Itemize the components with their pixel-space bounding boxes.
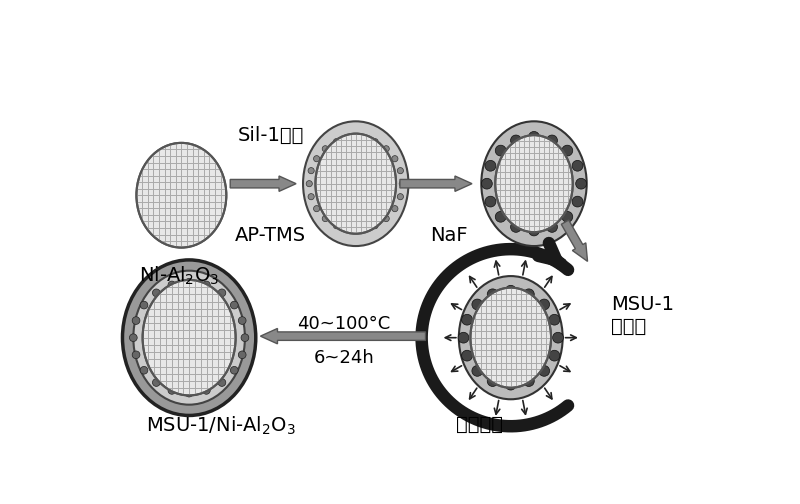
Circle shape xyxy=(398,168,403,174)
Text: Sil-1晶种: Sil-1晶种 xyxy=(238,126,304,145)
Circle shape xyxy=(314,206,320,212)
Circle shape xyxy=(202,387,210,394)
Text: Ni-Al$_2$O$_3$: Ni-Al$_2$O$_3$ xyxy=(138,265,219,287)
Circle shape xyxy=(506,379,516,390)
Circle shape xyxy=(562,211,573,222)
Ellipse shape xyxy=(470,288,551,388)
Circle shape xyxy=(538,299,550,310)
FancyArrow shape xyxy=(261,329,426,344)
Circle shape xyxy=(230,301,238,309)
Circle shape xyxy=(495,211,506,222)
Circle shape xyxy=(230,366,238,374)
Text: 6~24h: 6~24h xyxy=(314,349,374,367)
Circle shape xyxy=(495,145,506,156)
Circle shape xyxy=(472,365,482,376)
Circle shape xyxy=(359,135,366,141)
FancyArrow shape xyxy=(562,220,587,262)
Circle shape xyxy=(372,223,378,229)
Text: 旋转合成: 旋转合成 xyxy=(456,415,503,433)
Circle shape xyxy=(218,379,226,387)
Ellipse shape xyxy=(459,276,562,399)
Circle shape xyxy=(140,301,148,309)
Circle shape xyxy=(168,281,176,289)
Circle shape xyxy=(238,351,246,359)
Circle shape xyxy=(372,139,378,145)
Circle shape xyxy=(346,226,352,232)
Ellipse shape xyxy=(303,121,409,246)
Circle shape xyxy=(153,289,160,297)
Circle shape xyxy=(538,365,550,376)
Text: AP-TMS: AP-TMS xyxy=(235,226,306,245)
Circle shape xyxy=(132,351,140,359)
Circle shape xyxy=(153,379,160,387)
Circle shape xyxy=(529,225,539,236)
Ellipse shape xyxy=(142,280,236,396)
FancyArrow shape xyxy=(400,176,472,192)
Circle shape xyxy=(334,223,339,229)
Circle shape xyxy=(238,317,246,325)
Circle shape xyxy=(399,180,406,187)
Circle shape xyxy=(392,156,398,162)
Circle shape xyxy=(383,216,390,222)
Circle shape xyxy=(458,332,469,343)
Circle shape xyxy=(462,314,473,325)
Circle shape xyxy=(487,289,498,300)
Circle shape xyxy=(462,350,473,361)
Circle shape xyxy=(392,206,398,212)
Ellipse shape xyxy=(122,260,256,415)
Ellipse shape xyxy=(134,271,245,405)
Circle shape xyxy=(485,196,496,207)
Circle shape xyxy=(549,314,560,325)
Ellipse shape xyxy=(495,135,573,232)
Circle shape xyxy=(306,180,312,187)
Circle shape xyxy=(202,281,210,289)
Circle shape xyxy=(572,196,583,207)
Circle shape xyxy=(140,366,148,374)
Circle shape xyxy=(186,389,193,397)
Circle shape xyxy=(186,278,193,286)
Circle shape xyxy=(168,387,176,394)
Circle shape xyxy=(546,135,558,146)
Circle shape xyxy=(549,350,560,361)
Circle shape xyxy=(482,178,492,189)
Circle shape xyxy=(546,222,558,232)
Text: NaF: NaF xyxy=(430,226,467,245)
Circle shape xyxy=(562,145,573,156)
Circle shape xyxy=(322,146,328,152)
Text: MSU-1
合成液: MSU-1 合成液 xyxy=(611,295,674,336)
Circle shape xyxy=(523,289,534,300)
Circle shape xyxy=(398,194,403,200)
Circle shape xyxy=(487,375,498,387)
Circle shape xyxy=(334,139,339,145)
Circle shape xyxy=(529,132,539,142)
Circle shape xyxy=(359,226,366,232)
Text: MSU-1/Ni-Al$_2$O$_3$: MSU-1/Ni-Al$_2$O$_3$ xyxy=(146,415,296,437)
Circle shape xyxy=(132,317,140,325)
Circle shape xyxy=(346,135,352,141)
Circle shape xyxy=(553,332,563,343)
Circle shape xyxy=(510,135,522,146)
Circle shape xyxy=(308,194,314,200)
Circle shape xyxy=(241,334,249,342)
Circle shape xyxy=(322,216,328,222)
Circle shape xyxy=(308,168,314,174)
Text: 40~100°C: 40~100°C xyxy=(298,314,390,333)
Ellipse shape xyxy=(315,134,396,234)
Circle shape xyxy=(383,146,390,152)
FancyArrow shape xyxy=(230,176,296,192)
Circle shape xyxy=(218,289,226,297)
Circle shape xyxy=(572,160,583,171)
Ellipse shape xyxy=(137,143,226,247)
Circle shape xyxy=(314,156,320,162)
Ellipse shape xyxy=(482,121,586,246)
Circle shape xyxy=(510,222,522,232)
Circle shape xyxy=(472,299,482,310)
Circle shape xyxy=(523,375,534,387)
Circle shape xyxy=(485,160,496,171)
Circle shape xyxy=(576,178,586,189)
Circle shape xyxy=(506,285,516,296)
Circle shape xyxy=(130,334,138,342)
